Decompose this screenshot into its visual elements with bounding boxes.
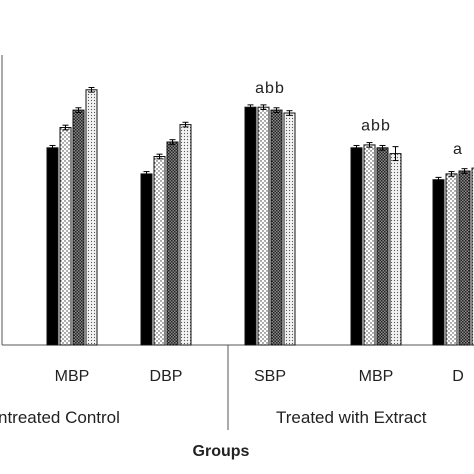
category-label-2: SBP [254,368,286,385]
error-bar-3-3 [392,146,399,162]
error-bar-1-1 [156,153,163,160]
bar-2-0 [244,106,257,346]
bar-1-1 [153,156,166,346]
bar-0-1 [59,127,72,346]
bar-1-3 [179,124,192,346]
error-bar-2-3 [286,110,293,116]
bar-3-0 [350,147,363,346]
error-bar-4-0 [435,176,442,183]
error-bar-2-0 [247,104,254,111]
error-bar-1-0 [143,171,150,177]
category-label-3: MBP [359,368,394,385]
error-bar-0-1 [62,124,69,131]
error-bar-2-2 [273,107,280,113]
bar-3-1 [363,144,376,346]
category-label-layer: MBP DBP SBP MBP D [55,368,464,385]
error-bar-3-2 [379,144,386,151]
significance-annotation-2: a [453,141,463,158]
error-bar-4-2 [461,168,468,174]
error-bar-0-2 [75,107,82,113]
bar-layer [46,89,474,346]
annotation-layer: abb abb a [255,80,463,158]
error-bar-0-0 [49,144,56,151]
bar-4-3 [471,167,474,346]
bar-1-0 [140,173,153,346]
error-bar-3-1 [366,142,373,148]
bar-4-0 [432,179,445,346]
category-label-0: MBP [55,368,90,385]
bar-2-1 [257,106,270,346]
error-bar-1-2 [169,139,176,145]
bar-2-2 [270,109,283,346]
bar-1-2 [166,141,179,346]
category-label-4: D [452,368,464,385]
group-label-untreated: ntreated Control [0,408,120,427]
x-axis-title: Groups [193,443,250,460]
bar-2-3 [283,112,296,346]
error-bar-layer [49,86,468,183]
error-bar-0-3 [88,86,95,93]
bar-0-2 [72,109,85,346]
error-bar-4-1 [448,171,455,177]
significance-annotation-0: abb [255,80,285,97]
significance-annotation-1: abb [361,118,391,135]
category-label-1: DBP [150,368,183,385]
bar-3-2 [376,147,389,346]
bar-3-3 [389,153,402,346]
bar-4-1 [445,173,458,346]
error-bar-2-1 [260,104,267,111]
bar-0-0 [46,147,59,346]
error-bar-1-3 [182,121,189,128]
bar-0-3 [85,89,98,346]
group-label-treated: Treated with Extract [276,408,427,427]
error-bar-3-0 [353,144,360,151]
bar-4-2 [458,170,471,346]
